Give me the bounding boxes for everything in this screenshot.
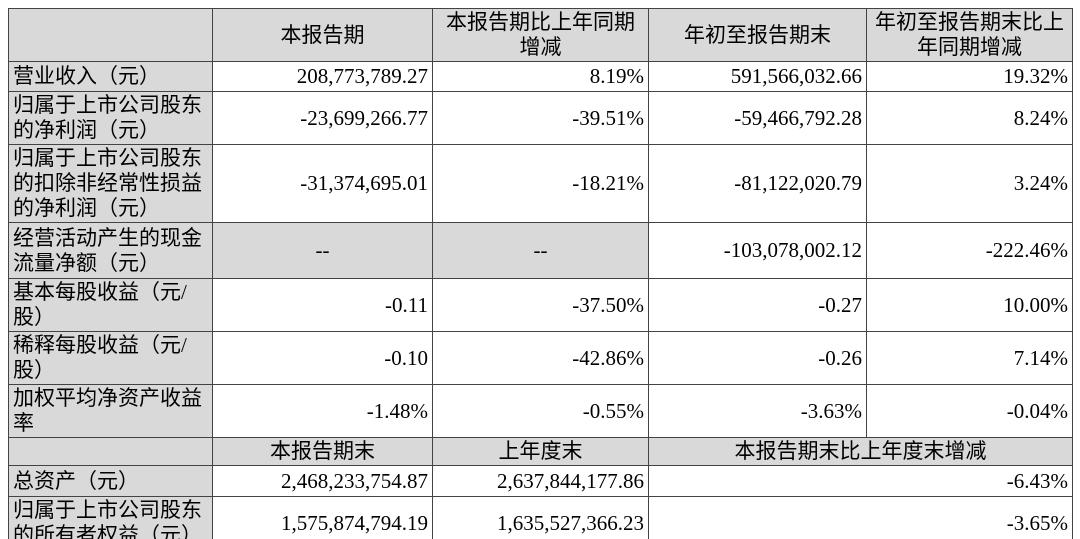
corner-cell (8, 8, 213, 62)
cell-value: -0.27 (648, 278, 867, 332)
cell-value: -37.50% (432, 278, 649, 332)
col-header-current-period: 本报告期 (212, 8, 433, 62)
cell-value: 7.14% (866, 331, 1073, 385)
cell-value: -23,699,266.77 (212, 91, 433, 145)
row-label: 经营活动产生的现金流量净额（元） (8, 222, 213, 279)
cell-value: -39.51% (432, 91, 649, 145)
cell-value-na: -- (212, 222, 433, 279)
cell-value: -0.55% (432, 384, 649, 438)
cell-value: 1,635,527,366.23 (432, 496, 649, 539)
cell-value: -0.11 (212, 278, 433, 332)
col-header-period-end: 本报告期末 (212, 437, 433, 466)
table-header-row-2: 本报告期末 上年度末 本报告期末比上年度末增减 (8, 437, 1073, 466)
row-label: 归属于上市公司股东的所有者权益（元） (8, 496, 213, 539)
cell-value: -81,122,020.79 (648, 144, 867, 223)
table-row-weighted-avg-roe: 加权平均净资产收益率 -1.48% -0.55% -3.63% -0.04% (8, 384, 1073, 438)
row-label: 稀释每股收益（元/股） (8, 331, 213, 385)
cell-value: -18.21% (432, 144, 649, 223)
table-row-total-assets: 总资产（元） 2,468,233,754.87 2,637,844,177.86… (8, 465, 1073, 497)
cell-value: 8.24% (866, 91, 1073, 145)
cell-value: -6.43% (648, 465, 1073, 497)
col-header-current-period-yoy: 本报告期比上年同期增减 (432, 8, 649, 62)
table-row-operating-cash-flow: 经营活动产生的现金流量净额（元） -- -- -103,078,002.12 -… (8, 222, 1073, 279)
cell-value: -3.63% (648, 384, 867, 438)
cell-value: -31,374,695.01 (212, 144, 433, 223)
table-row-net-profit-excl-nonrecurring: 归属于上市公司股东的扣除非经常性损益的净利润（元） -31,374,695.01… (8, 144, 1073, 223)
cell-value: -0.26 (648, 331, 867, 385)
cell-value-na: -- (432, 222, 649, 279)
col-header-period-end-change: 本报告期末比上年度末增减 (648, 437, 1073, 466)
cell-value: -222.46% (866, 222, 1073, 279)
table-row-net-profit: 归属于上市公司股东的净利润（元） -23,699,266.77 -39.51% … (8, 91, 1073, 145)
cell-value: -59,466,792.28 (648, 91, 867, 145)
table-row-revenue: 营业收入（元） 208,773,789.27 8.19% 591,566,032… (8, 61, 1073, 92)
cell-value: -103,078,002.12 (648, 222, 867, 279)
cell-value: -42.86% (432, 331, 649, 385)
cell-value: -3.65% (648, 496, 1073, 539)
row-label: 归属于上市公司股东的扣除非经常性损益的净利润（元） (8, 144, 213, 223)
key-accounting-data-table: 本报告期 本报告期比上年同期增减 年初至报告期末 年初至报告期末比上年同期增减 … (8, 8, 1073, 539)
cell-value: -0.04% (866, 384, 1073, 438)
row-label: 基本每股收益（元/股） (8, 278, 213, 332)
row-label: 总资产（元） (8, 465, 213, 497)
cell-value: -0.10 (212, 331, 433, 385)
cell-value: 19.32% (866, 61, 1073, 92)
cell-value: 591,566,032.66 (648, 61, 867, 92)
table-row-equity: 归属于上市公司股东的所有者权益（元） 1,575,874,794.19 1,63… (8, 496, 1073, 539)
col-header-prev-year-end: 上年度末 (432, 437, 649, 466)
corner-cell (8, 437, 213, 466)
col-header-ytd-yoy: 年初至报告期末比上年同期增减 (866, 8, 1073, 62)
cell-value: 8.19% (432, 61, 649, 92)
cell-value: 2,637,844,177.86 (432, 465, 649, 497)
cell-value: 1,575,874,794.19 (212, 496, 433, 539)
cell-value: 208,773,789.27 (212, 61, 433, 92)
cell-value: 10.00% (866, 278, 1073, 332)
row-label: 营业收入（元） (8, 61, 213, 92)
table-header-row-1: 本报告期 本报告期比上年同期增减 年初至报告期末 年初至报告期末比上年同期增减 (8, 8, 1073, 62)
col-header-ytd: 年初至报告期末 (648, 8, 867, 62)
cell-value: -1.48% (212, 384, 433, 438)
row-label: 归属于上市公司股东的净利润（元） (8, 91, 213, 145)
row-label: 加权平均净资产收益率 (8, 384, 213, 438)
cell-value: 3.24% (866, 144, 1073, 223)
cell-value: 2,468,233,754.87 (212, 465, 433, 497)
table-row-basic-eps: 基本每股收益（元/股） -0.11 -37.50% -0.27 10.00% (8, 278, 1073, 332)
table-row-diluted-eps: 稀释每股收益（元/股） -0.10 -42.86% -0.26 7.14% (8, 331, 1073, 385)
